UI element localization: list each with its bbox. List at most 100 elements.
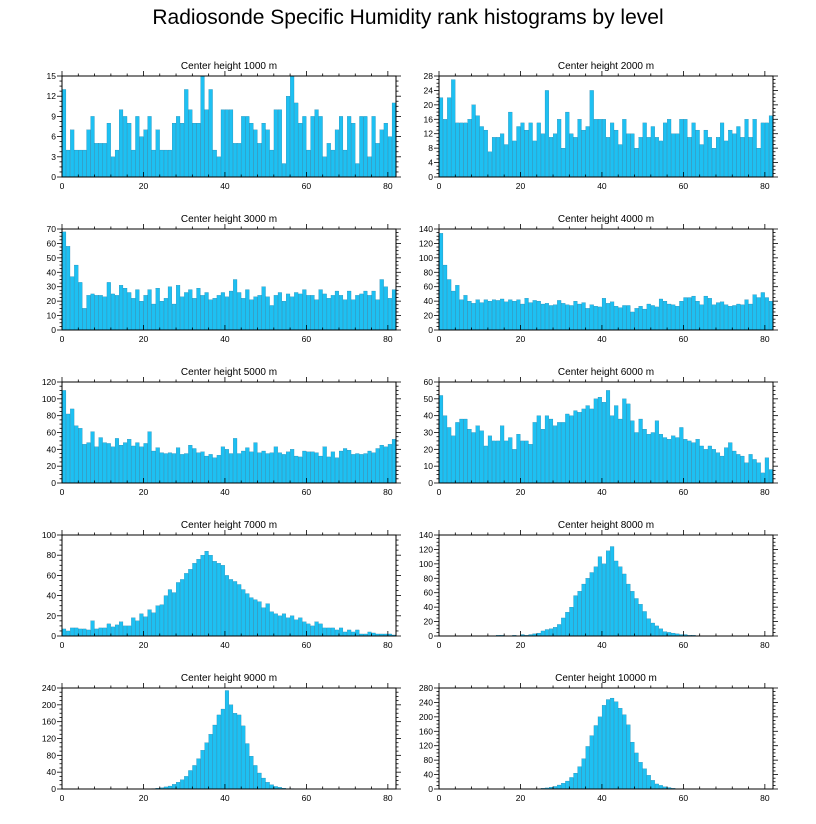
- bar: [561, 422, 566, 484]
- x-tick-label: 80: [383, 793, 393, 803]
- bar: [736, 126, 741, 178]
- bar: [330, 295, 335, 331]
- bar: [249, 299, 254, 331]
- bar: [553, 133, 558, 178]
- x-tick-label: 0: [60, 487, 65, 497]
- bar: [487, 151, 492, 178]
- panel-title: Center height 8000 m: [558, 520, 654, 531]
- bar: [302, 289, 307, 331]
- y-tick-label: 20: [424, 444, 434, 454]
- bar: [351, 123, 356, 178]
- bar: [114, 624, 119, 637]
- bar: [610, 546, 615, 637]
- bar: [475, 299, 480, 331]
- bar: [176, 582, 181, 637]
- bar: [233, 581, 238, 637]
- x-tick-label: 20: [139, 793, 149, 803]
- bar: [229, 290, 234, 331]
- bar: [208, 454, 213, 484]
- bar: [760, 122, 765, 178]
- panel-title: Center height 4000 m: [558, 214, 654, 225]
- bar: [306, 295, 311, 331]
- bar: [220, 109, 225, 178]
- x-tick-label: 60: [679, 334, 689, 344]
- bar: [744, 119, 749, 178]
- bar: [391, 102, 396, 178]
- bar: [634, 148, 639, 178]
- bar: [212, 298, 217, 331]
- bar: [176, 285, 181, 331]
- bar: [553, 304, 558, 331]
- bar: [314, 299, 319, 331]
- bar: [379, 445, 384, 484]
- bar: [290, 615, 295, 637]
- bar: [94, 628, 99, 637]
- bar: [451, 79, 456, 178]
- bar: [557, 422, 562, 484]
- bar: [544, 415, 549, 484]
- bar: [601, 705, 606, 790]
- bar: [671, 435, 676, 484]
- bar: [752, 294, 757, 331]
- bar: [82, 149, 87, 178]
- bar: [200, 555, 205, 637]
- bar: [184, 776, 189, 790]
- bar: [74, 627, 79, 637]
- bar: [172, 453, 177, 484]
- bar: [504, 144, 509, 178]
- bar: [322, 156, 327, 178]
- bar: [318, 455, 323, 484]
- bar: [768, 301, 773, 331]
- x-tick-label: 80: [760, 640, 770, 650]
- y-tick-label: 60: [47, 238, 57, 248]
- bar: [626, 583, 631, 637]
- bar: [155, 605, 160, 637]
- bar: [277, 109, 282, 178]
- bar: [224, 449, 229, 484]
- x-tick-label: 80: [383, 181, 393, 191]
- x-tick-label: 80: [760, 334, 770, 344]
- bar: [748, 137, 753, 178]
- y-tick-label: 20: [424, 311, 434, 321]
- bar: [363, 290, 368, 331]
- bar: [310, 625, 315, 637]
- bar: [159, 301, 164, 331]
- bar: [622, 398, 627, 484]
- y-tick-label: 60: [47, 570, 57, 580]
- bar: [204, 455, 209, 484]
- bar: [642, 768, 647, 790]
- bar: [135, 620, 140, 637]
- bar: [520, 122, 525, 178]
- bar: [663, 122, 668, 178]
- bar: [634, 752, 639, 790]
- bar: [102, 627, 107, 637]
- bar: [347, 290, 352, 331]
- bar: [646, 775, 651, 790]
- bar: [618, 144, 623, 178]
- bar: [375, 299, 380, 331]
- bar: [532, 422, 537, 484]
- y-tick-label: 40: [47, 267, 57, 277]
- bar: [577, 591, 582, 637]
- bar: [565, 413, 570, 484]
- x-tick-label: 20: [516, 334, 526, 344]
- bar: [257, 772, 262, 790]
- bar: [212, 457, 217, 484]
- bar: [626, 133, 631, 178]
- bar: [451, 290, 456, 331]
- bar: [601, 119, 606, 178]
- bar: [703, 129, 708, 178]
- bar: [553, 627, 558, 637]
- bar: [569, 777, 574, 790]
- bar: [204, 109, 209, 178]
- bar: [387, 136, 392, 178]
- bar: [265, 603, 270, 637]
- y-tick-label: 80: [47, 411, 57, 421]
- bar: [82, 628, 87, 637]
- bar: [654, 420, 659, 484]
- y-tick-label: 28: [424, 71, 434, 81]
- bar: [553, 425, 558, 484]
- bar: [286, 96, 291, 178]
- bar: [196, 559, 201, 637]
